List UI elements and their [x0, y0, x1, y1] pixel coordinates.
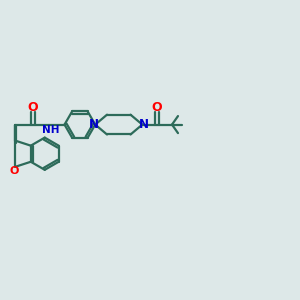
Text: NH: NH [42, 124, 60, 134]
Text: N: N [139, 118, 148, 131]
Text: O: O [152, 101, 163, 114]
Text: O: O [28, 101, 38, 114]
Text: N: N [89, 118, 99, 131]
Text: O: O [10, 166, 19, 176]
